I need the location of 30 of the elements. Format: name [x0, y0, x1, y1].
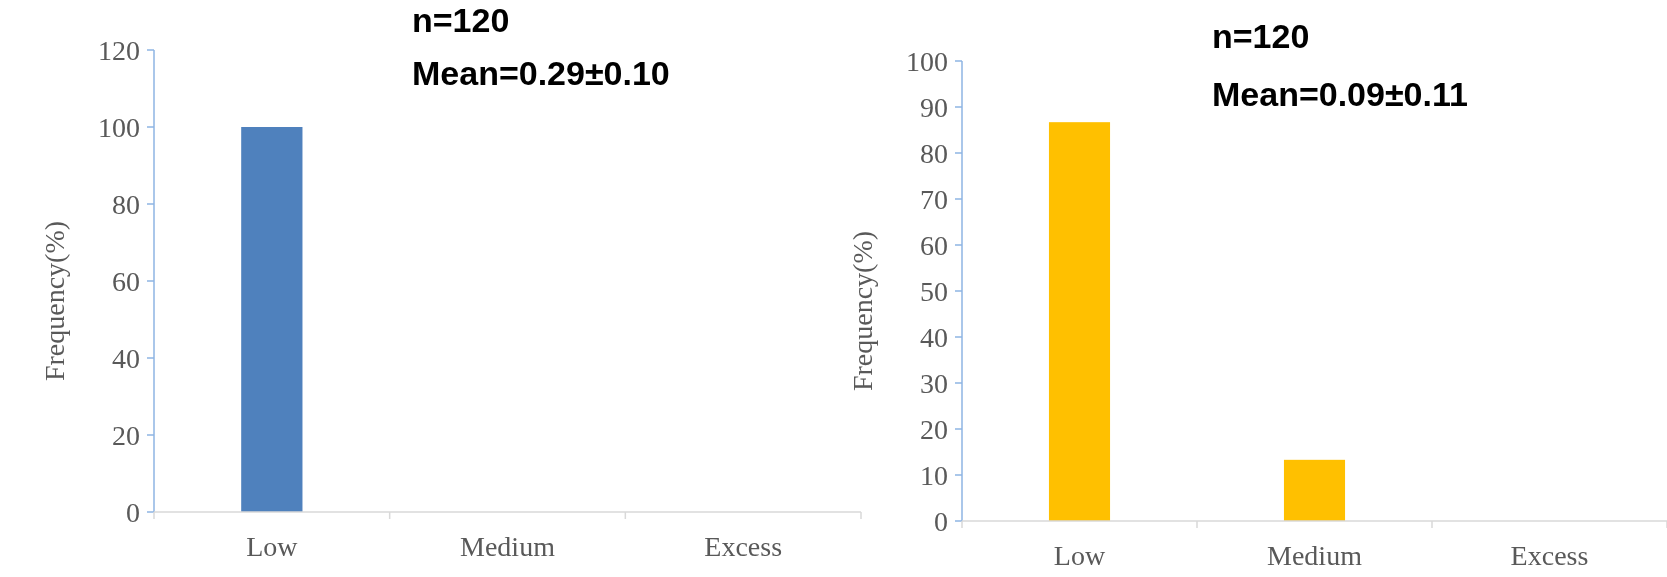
y-tick-label: 20 [112, 419, 140, 451]
annotation: Mean=0.29±0.10 [412, 54, 670, 92]
x-tick-label: Medium [460, 531, 556, 562]
x-tick-label: Excess [1510, 540, 1589, 571]
x-tick-label: Low [1053, 540, 1106, 571]
y-tick-label: 40 [920, 321, 948, 353]
y-axis-title: Frequency(%) [847, 230, 878, 392]
x-tick-label: Medium [1267, 540, 1363, 571]
y-tick-label: 90 [920, 91, 948, 123]
y-tick-label: 100 [906, 45, 948, 77]
y-tick-label: 0 [934, 505, 948, 537]
y-tick-label: 50 [920, 275, 948, 307]
y-tick-label: 60 [920, 229, 948, 261]
y-tick-label: 120 [98, 34, 140, 66]
y-tick-label: 80 [920, 137, 948, 169]
text: n=120 [1212, 17, 1310, 55]
annotation: Mean=0.09±0.11 [1212, 75, 1468, 113]
x-tick-label: Low [246, 531, 299, 562]
x-tick-label: Excess [704, 531, 783, 562]
y-tick-label: 80 [112, 188, 140, 220]
y-tick-label: 70 [920, 183, 948, 215]
y-axis-title: Frequency(%) [39, 220, 70, 382]
y-tick-label: 10 [920, 459, 948, 491]
y-tick-label: 40 [112, 342, 140, 374]
y-tick-label: 60 [112, 265, 140, 297]
text: n=120 [412, 1, 510, 39]
y-tick-label: 20 [920, 413, 948, 445]
y-tick-label: 0 [126, 496, 140, 528]
y-tick-label: 30 [920, 367, 948, 399]
y-tick-label: 100 [98, 111, 140, 143]
